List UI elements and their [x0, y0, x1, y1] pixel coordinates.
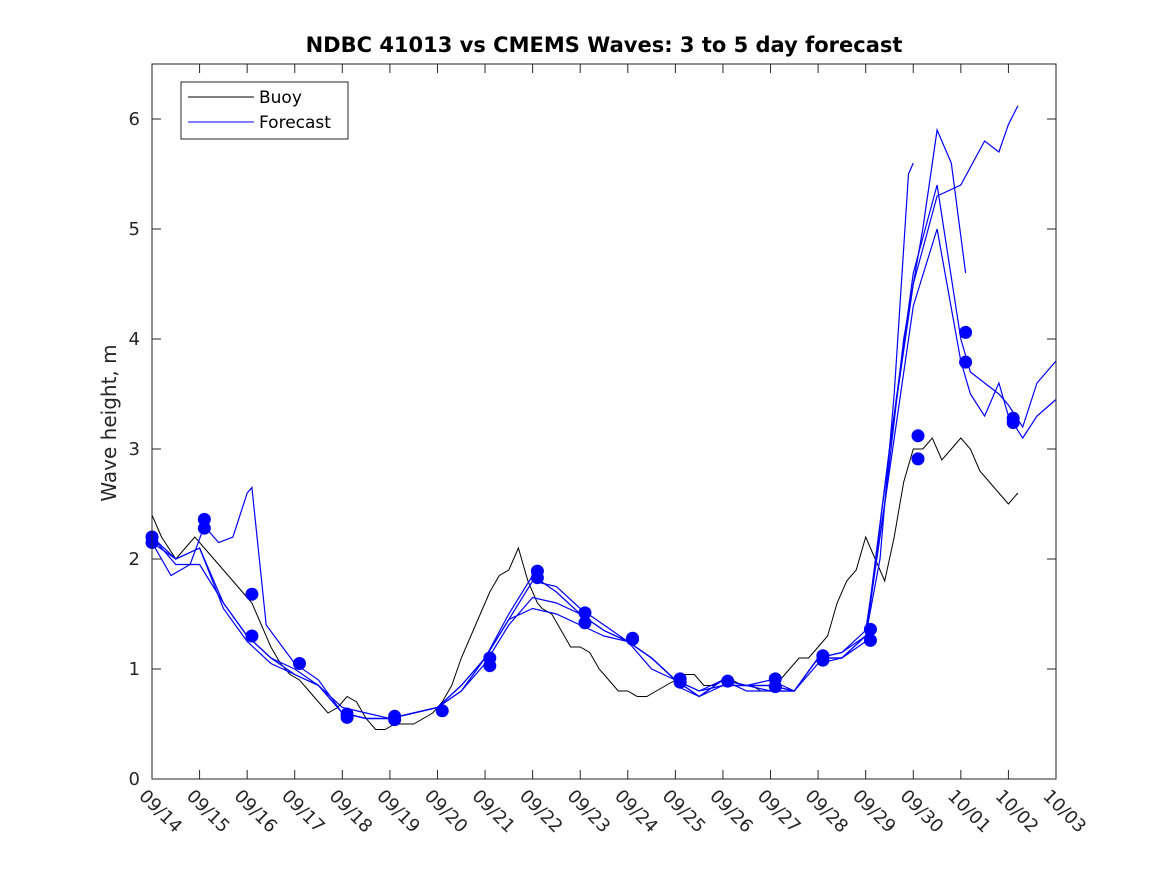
axes-frame [151, 63, 1057, 780]
forecast-series-line-5 [675, 184, 1057, 698]
forecast-marker [245, 587, 259, 601]
y-tick-label: 3 [129, 439, 140, 460]
forecast-marker [388, 713, 402, 727]
forecast-marker [578, 616, 592, 630]
forecast-marker [911, 452, 925, 466]
y-tick-label: 0 [129, 769, 140, 790]
plot-area: 012345609/1409/1509/1609/1709/1809/1909/… [129, 63, 1090, 837]
forecast-marker [959, 355, 973, 369]
y-axis-label: Wave height, m [97, 344, 121, 501]
y-tick-label: 6 [129, 109, 140, 130]
forecast-marker [768, 680, 782, 694]
forecast-marker [1006, 416, 1020, 430]
forecast-marker [626, 632, 640, 646]
legend: Buoy Forecast [180, 81, 349, 140]
buoy-series-line [151, 437, 1019, 730]
forecast-marker [578, 606, 592, 620]
forecast-marker [816, 653, 830, 667]
forecast-marker [483, 659, 497, 673]
forecast-marker [530, 571, 544, 585]
forecast-marker [435, 704, 449, 718]
legend-buoy-label: Buoy [259, 88, 302, 108]
forecast-marker [863, 622, 877, 636]
legend-forecast-label: Forecast [259, 113, 331, 133]
y-tick-label: 1 [129, 659, 140, 680]
forecast-marker [721, 674, 735, 688]
forecast-marker [959, 325, 973, 339]
chart-title: NDBC 41013 vs CMEMS Waves: 3 to 5 day fo… [306, 33, 903, 57]
forecast-marker [292, 657, 306, 670]
forecast-marker [863, 633, 877, 647]
y-tick-label: 4 [129, 329, 140, 350]
forecast-series-line-2 [151, 127, 967, 720]
forecast-marker [673, 675, 687, 689]
forecast-marker [197, 521, 211, 535]
y-tick-label: 2 [129, 549, 140, 570]
y-tick-label: 5 [129, 219, 140, 240]
forecast-marker [340, 710, 354, 724]
forecast-marker [911, 429, 925, 443]
forecast-marker [245, 629, 259, 643]
legend-box [180, 81, 349, 140]
